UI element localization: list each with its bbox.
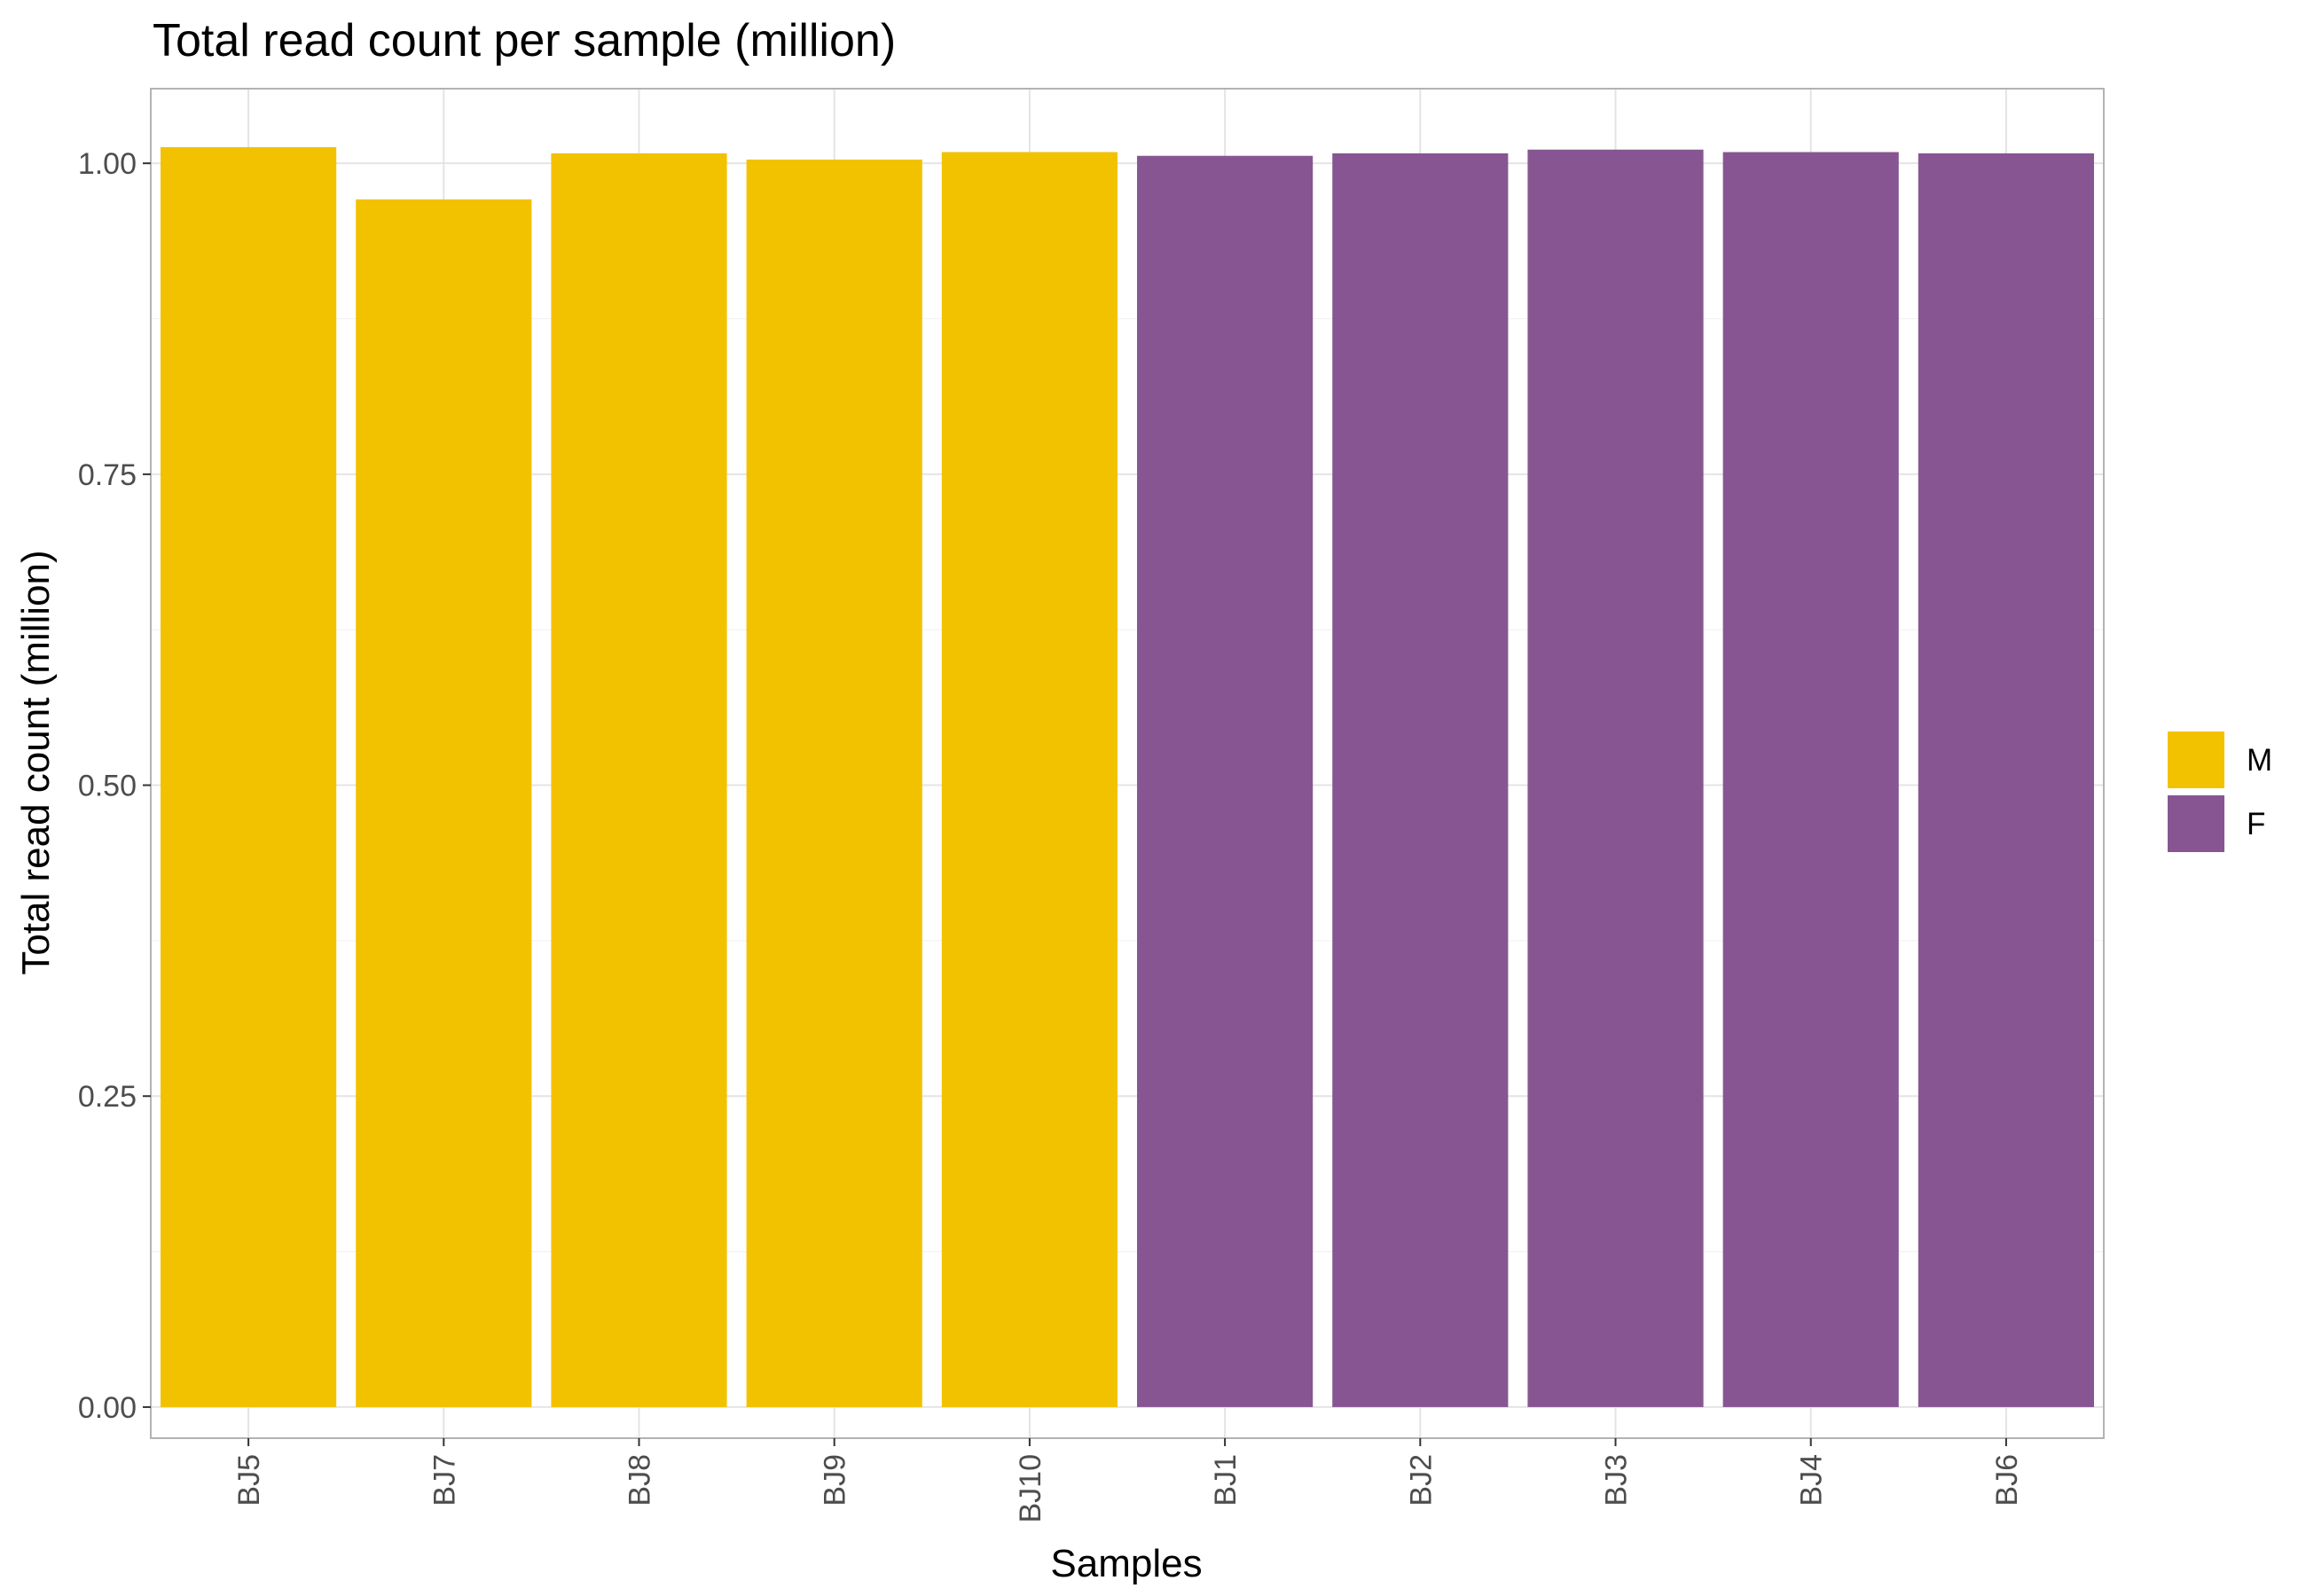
- y-tick-label: 0.75: [78, 458, 137, 492]
- y-axis: 0.00 0.25 0.50 0.75 1.00: [78, 147, 151, 1425]
- bar-bj6: [1918, 153, 2094, 1407]
- x-tick-label: BJ3: [1600, 1454, 1634, 1506]
- chart-title: Total read count per sample (million): [153, 15, 896, 66]
- x-tick-label: BJ10: [1014, 1454, 1047, 1523]
- legend-key-f: [2168, 795, 2224, 852]
- x-tick-label: BJ6: [1990, 1454, 2024, 1506]
- bar-bj5: [161, 146, 337, 1407]
- bar-bj1: [1137, 155, 1314, 1407]
- bar-bj4: [1722, 152, 1899, 1407]
- y-axis-title: Total read count (million): [14, 550, 58, 974]
- x-tick-label: BJ4: [1795, 1454, 1829, 1506]
- x-tick-label: BJ1: [1209, 1454, 1243, 1506]
- y-tick-label: 0.50: [78, 770, 137, 803]
- x-axis: BJ5 BJ7 BJ8 BJ9 BJ10 BJ1 BJ2 BJ3 BJ4 BJ6: [232, 1438, 2024, 1523]
- x-tick-label: BJ5: [232, 1454, 266, 1506]
- x-tick-label: BJ9: [819, 1454, 852, 1506]
- bar-bj7: [356, 199, 532, 1407]
- legend-label-m: M: [2247, 743, 2272, 778]
- y-tick-label: 1.00: [78, 147, 137, 181]
- x-tick-label: BJ2: [1404, 1454, 1438, 1506]
- legend: MF: [2168, 732, 2272, 852]
- legend-key-m: [2168, 732, 2224, 788]
- bars: [161, 146, 2094, 1407]
- y-tick-label: 0.00: [78, 1391, 137, 1425]
- bar-bj9: [746, 159, 922, 1407]
- legend-label-f: F: [2247, 807, 2265, 841]
- bar-bj2: [1332, 153, 1509, 1407]
- x-tick-label: BJ7: [427, 1454, 461, 1506]
- plot-border: [150, 88, 2105, 1439]
- x-tick-label: BJ8: [624, 1454, 657, 1506]
- bar-bj10: [941, 152, 1118, 1407]
- x-axis-title: Samples: [1050, 1542, 1202, 1585]
- y-tick-label: 0.25: [78, 1080, 137, 1114]
- bar-bj3: [1527, 149, 1704, 1407]
- bar-bj8: [551, 153, 727, 1407]
